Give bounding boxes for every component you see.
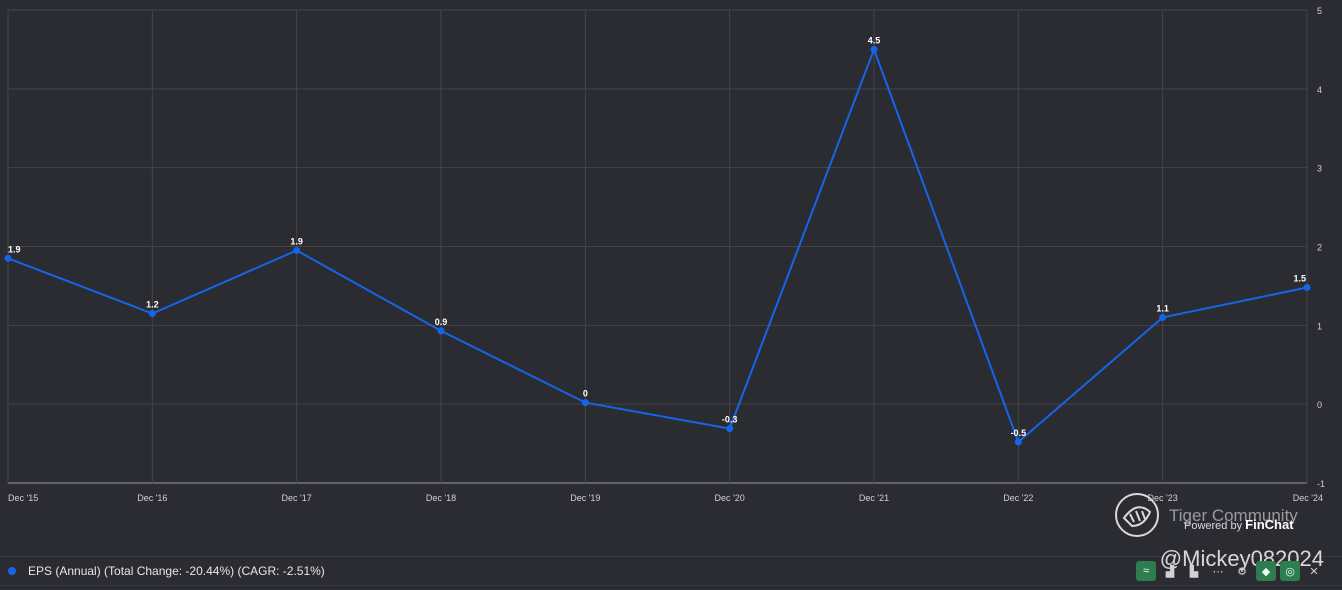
x-tick-label: Dec '21 xyxy=(859,493,889,503)
data-label: 1.5 xyxy=(1293,273,1306,283)
x-tick-label: Dec '23 xyxy=(1148,493,1178,503)
data-point[interactable] xyxy=(870,45,878,53)
chart-green-icon[interactable]: ≈ xyxy=(1136,561,1156,581)
tiger-logo-icon xyxy=(1115,493,1159,537)
data-point[interactable] xyxy=(1303,283,1311,291)
y-tick-label: 4 xyxy=(1317,85,1322,95)
data-label: 1.9 xyxy=(290,236,303,246)
data-point[interactable] xyxy=(148,310,156,318)
x-axis: Dec '15 Dec '16 Dec '17 Dec '18 Dec '19 Dec '… xyxy=(8,493,1323,503)
data-label: 0 xyxy=(583,389,588,399)
watermark-powered: Powered by FinChat xyxy=(1184,517,1294,532)
x-tick-label: Dec '18 xyxy=(426,493,456,503)
x-tick-label: Dec '24 xyxy=(1293,493,1323,503)
x-tick-label: Dec '19 xyxy=(570,493,600,503)
y-tick-label: -1 xyxy=(1317,479,1325,489)
chart-legend: EPS (Annual) (Total Change: -20.44%) (CA… xyxy=(0,556,1342,586)
y-axis: -1 0 1 2 3 4 5 xyxy=(1317,6,1325,489)
y-tick-label: 0 xyxy=(1317,400,1322,410)
x-tick-label: Dec '20 xyxy=(715,493,745,503)
data-label: 1.2 xyxy=(146,300,159,310)
series-eps: 1.9 1.2 1.9 0.9 0 -0.3 4.5 -0.5 1.1 1.5 xyxy=(4,35,1311,446)
x-tick-label: Dec '15 xyxy=(8,493,38,503)
data-point[interactable] xyxy=(437,327,445,335)
powered-by-text: Powered by xyxy=(1184,520,1243,532)
more-icon[interactable]: ⋯ xyxy=(1212,565,1224,578)
y-tick-label: 1 xyxy=(1317,321,1322,331)
gear-icon[interactable]: ⚙ xyxy=(1237,565,1247,578)
finchat-brand: FinChat xyxy=(1245,517,1294,532)
y-tick-label: 3 xyxy=(1317,164,1322,174)
data-label: 0.9 xyxy=(435,317,448,327)
watermark: Tiger Community Powered by FinChat xyxy=(1114,492,1314,542)
chart-grid xyxy=(7,9,1308,484)
y-tick-label: 2 xyxy=(1317,243,1322,253)
data-label: -0.5 xyxy=(1011,428,1027,438)
bar-chart-icon[interactable]: ▟ xyxy=(1165,565,1175,578)
tag-icon[interactable]: ◆ xyxy=(1256,561,1276,581)
watermark-title: Tiger Community xyxy=(1169,506,1298,525)
bar-chart-alt-icon[interactable]: ▙ xyxy=(1189,565,1199,578)
data-label: 4.5 xyxy=(868,35,881,45)
x-tick-label: Dec '22 xyxy=(1003,493,1033,503)
close-icon[interactable]: ✕ xyxy=(1309,565,1319,578)
y-tick-label: 5 xyxy=(1317,6,1322,16)
series-line xyxy=(7,46,1308,444)
data-point[interactable] xyxy=(726,425,734,433)
data-point[interactable] xyxy=(293,246,301,254)
legend-marker[interactable] xyxy=(8,567,16,575)
data-point[interactable] xyxy=(4,254,12,262)
legend-label[interactable]: EPS (Annual) (Total Change: -20.44%) (CA… xyxy=(28,564,325,578)
x-tick-label: Dec '17 xyxy=(282,493,312,503)
data-point[interactable] xyxy=(581,399,589,407)
data-point[interactable] xyxy=(1014,438,1022,446)
data-label: -0.3 xyxy=(722,415,738,425)
data-label: 1.9 xyxy=(8,244,21,254)
eye-icon[interactable]: ◎ xyxy=(1280,561,1300,581)
x-tick-label: Dec '16 xyxy=(137,493,167,503)
data-point[interactable] xyxy=(1159,313,1167,321)
chart-toolbar: ≈ ▟ ▙ ⋯ ⚙ ◆ ◎ ✕ xyxy=(1136,561,1324,581)
data-label: 1.1 xyxy=(1156,303,1169,313)
